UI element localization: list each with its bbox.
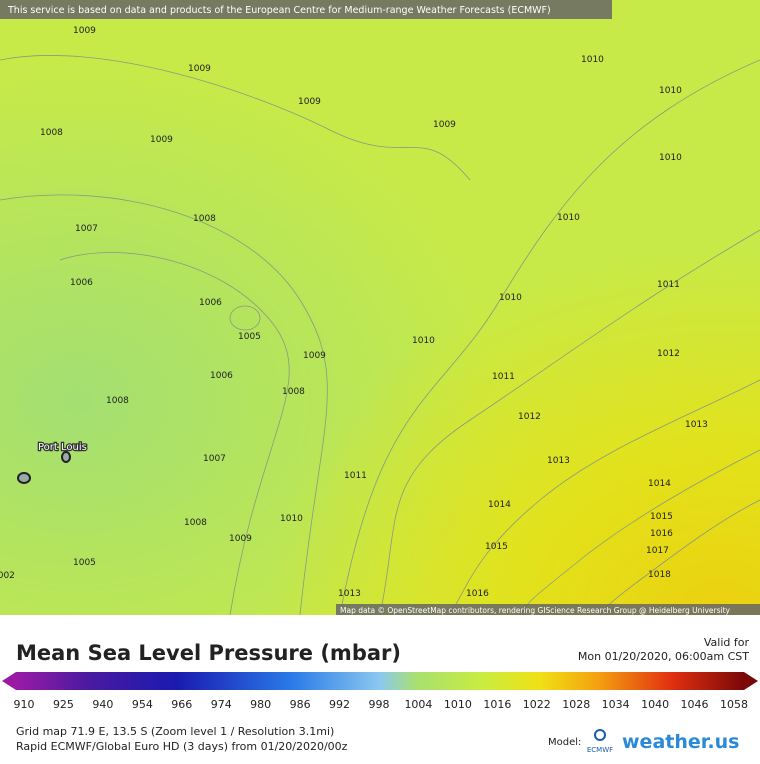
model-run: Rapid ECMWF/Global Euro HD (3 days) from… — [16, 740, 348, 753]
contour-label: 1006 — [210, 371, 233, 381]
colorbar-label: 1034 — [602, 698, 630, 711]
colorbar-label: 1028 — [562, 698, 590, 711]
contour-label: 1014 — [648, 479, 671, 489]
contour-label: 1008 — [40, 128, 63, 138]
colorbar-label: 966 — [171, 698, 192, 711]
high-pressure-area — [0, 0, 760, 615]
contour-label: 1016 — [466, 589, 489, 599]
colorbar-min-arrow — [2, 672, 16, 690]
contour-label: 1009 — [188, 64, 211, 74]
contour-label: 1006 — [199, 298, 222, 308]
contour-label: 1008 — [106, 396, 129, 406]
contour-label: 1009 — [229, 534, 252, 544]
contour-label: 1008 — [193, 214, 216, 224]
contour-label: 1018 — [648, 570, 671, 580]
attribution-text: Map data © OpenStreetMap contributors, r… — [340, 606, 731, 615]
contour-labels: 1009 1009 1009 1009 1009 1008 1008 1007 1006 1006… — [0, 26, 708, 599]
contour-label: 1015 — [485, 542, 508, 552]
grid-info: Grid map 71.9 E, 13.5 S (Zoom level 1 / … — [16, 725, 334, 738]
colorbar-label: 940 — [92, 698, 113, 711]
contour-label: 1009 — [303, 351, 326, 361]
contour-label: 1017 — [646, 546, 669, 556]
contour-label: 1009 — [433, 120, 456, 130]
contour-label: 1011 — [657, 280, 680, 290]
contour-label: 1012 — [657, 349, 680, 359]
model-label: Model: — [548, 737, 581, 748]
contour-label: 1007 — [203, 454, 226, 464]
colorbar-label: 1046 — [681, 698, 709, 711]
contour-label: 1006 — [70, 278, 93, 288]
colorbar-labels: 910 925 940 954 966 974 980 986 992 998 1004 1010 10… — [14, 698, 749, 711]
model-logo: ECMWF — [587, 746, 613, 754]
contour-label: 1007 — [75, 224, 98, 234]
brand-logo: weather.us — [622, 731, 739, 753]
place-label: Port Louis — [38, 442, 87, 453]
attribution-bar — [336, 604, 760, 615]
isobars — [0, 55, 760, 616]
colorbar-label: 954 — [132, 698, 153, 711]
valid-time: Mon 01/20/2020, 06:00am CST — [578, 650, 749, 663]
colorbar-label: 986 — [290, 698, 311, 711]
contour-label: 1005 — [73, 558, 96, 568]
contour-label: 1005 — [238, 332, 261, 342]
contour-label: 1013 — [338, 589, 361, 599]
contour-label: 1010 — [659, 86, 682, 96]
colorbar-label: 974 — [211, 698, 232, 711]
colorbar-label: 1004 — [404, 698, 432, 711]
colorbar-label: 1016 — [483, 698, 511, 711]
colorbar-label: 998 — [369, 698, 390, 711]
contour-label: 1008 — [282, 387, 305, 397]
contour-label: 1011 — [492, 372, 515, 382]
colorbar-label: 980 — [250, 698, 271, 711]
notice-bar — [0, 0, 612, 19]
contour-label: 1010 — [412, 336, 435, 346]
colorbar-max-arrow — [744, 672, 758, 690]
footer: Grid map 71.9 E, 13.5 S (Zoom level 1 / … — [16, 725, 739, 754]
contour-label: 1010 — [499, 293, 522, 303]
contour-label: 1016 — [650, 529, 673, 539]
contour-label: 1012 — [518, 412, 541, 422]
contour-label: 1009 — [150, 135, 173, 145]
contour-label: 1009 — [298, 97, 321, 107]
contour-label: 1014 — [488, 500, 511, 510]
contour-label: 1010 — [659, 153, 682, 163]
island — [17, 472, 31, 484]
contour-label: 1010 — [581, 55, 604, 65]
colorbar-label: 910 — [14, 698, 35, 711]
contour-label: 1002 — [0, 571, 15, 581]
island — [61, 451, 71, 463]
contour-label: 1008 — [184, 518, 207, 528]
contour-label: 1013 — [685, 420, 708, 430]
colorbar — [16, 672, 744, 690]
legend: Mean Sea Level Pressure (mbar) Valid for… — [2, 636, 758, 711]
legend-title: Mean Sea Level Pressure (mbar) — [16, 641, 401, 665]
colorbar-label: 1040 — [641, 698, 669, 711]
colorbar-label: 1022 — [523, 698, 551, 711]
colorbar-label: 925 — [53, 698, 74, 711]
contour-label: 1013 — [547, 456, 570, 466]
valid-label: Valid for — [704, 636, 750, 649]
map-area: 1009 1009 1009 1009 1009 1008 1008 1007 1006 1006… — [0, 0, 760, 616]
colorbar-label: 992 — [329, 698, 350, 711]
notice-text: This service is based on data and produc… — [7, 5, 551, 16]
contour-label: 1009 — [73, 26, 96, 36]
colorbar-label: 1058 — [720, 698, 748, 711]
contour-label: 1010 — [557, 213, 580, 223]
colorbar-label: 1010 — [444, 698, 472, 711]
contour-label: 1010 — [280, 514, 303, 524]
ecmwf-icon — [594, 729, 606, 741]
contour-label: 1011 — [344, 471, 367, 481]
contour-label: 1015 — [650, 512, 673, 522]
